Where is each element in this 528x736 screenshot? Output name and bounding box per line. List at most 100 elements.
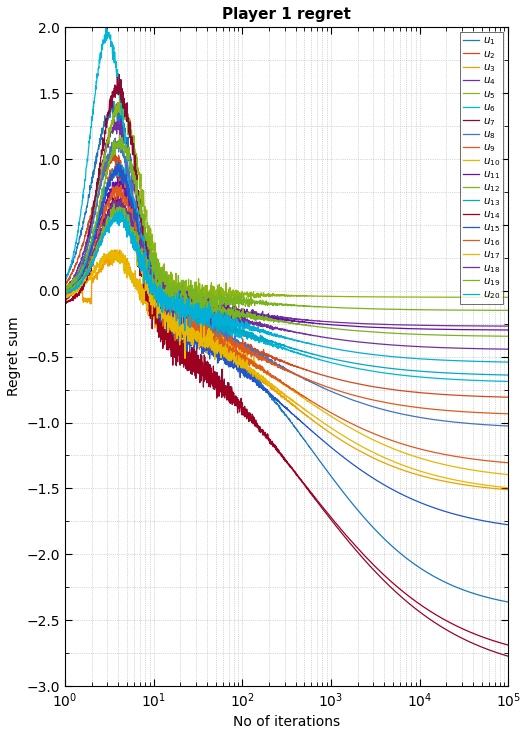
$u_{12}$	[505, 306, 512, 315]
$u_{15}$	[493, 518, 499, 527]
$u_{10}$	[505, 470, 512, 479]
$u_{19}$	[111, 199, 117, 208]
$u_{15}$	[116, 158, 122, 167]
Line: $u_{15}$: $u_{15}$	[65, 163, 508, 525]
$u_{1}$	[493, 595, 499, 604]
$u_{2}$	[84, 224, 91, 233]
$u_{7}$	[266, 436, 272, 445]
$u_{3}$	[112, 245, 118, 254]
$u_{5}$	[266, 291, 272, 300]
$u_{10}$	[115, 246, 121, 255]
$u_{13}$	[505, 371, 512, 380]
$u_{17}$	[411, 465, 418, 474]
$u_{16}$	[62, 292, 68, 301]
$u_{3}$	[411, 470, 418, 478]
$u_{4}$	[278, 313, 284, 322]
Line: $u_{4}$: $u_{4}$	[65, 119, 508, 326]
$u_{20}$	[119, 205, 125, 214]
$u_{5}$	[505, 293, 512, 302]
$u_{14}$	[493, 637, 499, 646]
$u_{5}$	[411, 293, 418, 302]
$u_{2}$	[110, 147, 117, 156]
$u_{12}$	[493, 306, 499, 315]
Line: $u_{2}$: $u_{2}$	[65, 152, 508, 397]
$u_{4}$	[266, 311, 272, 320]
$u_{20}$	[493, 358, 499, 367]
$u_{6}$	[62, 277, 68, 286]
$u_{7}$	[62, 294, 68, 303]
$u_{8}$	[112, 134, 118, 143]
Line: $u_{5}$: $u_{5}$	[65, 94, 508, 307]
$u_{17}$	[278, 386, 284, 395]
$u_{14}$	[84, 270, 91, 279]
$u_{2}$	[266, 353, 272, 361]
$u_{13}$	[62, 289, 68, 297]
$u_{7}$	[278, 450, 284, 459]
$u_{3}$	[266, 380, 272, 389]
$u_{13}$	[266, 337, 272, 346]
$u_{11}$	[493, 325, 499, 334]
$u_{14}$	[278, 450, 284, 459]
Line: $u_{6}$: $u_{6}$	[65, 27, 508, 381]
$u_{18}$	[115, 192, 121, 201]
$u_{10}$	[411, 452, 418, 461]
$u_{5}$	[493, 293, 499, 302]
$u_{16}$	[278, 378, 284, 386]
$u_{7}$	[411, 604, 418, 612]
$u_{1}$	[108, 93, 115, 102]
$u_{8}$	[62, 287, 68, 296]
$u_{19}$	[493, 332, 499, 341]
$u_{19}$	[266, 316, 272, 325]
$u_{2}$	[505, 393, 512, 402]
$u_{20}$	[278, 331, 284, 340]
$u_{8}$	[505, 422, 512, 431]
$u_{4}$	[505, 322, 512, 330]
X-axis label: No of iterations: No of iterations	[233, 715, 340, 729]
$u_{19}$	[411, 330, 418, 339]
$u_{20}$	[411, 354, 418, 363]
Line: $u_{19}$: $u_{19}$	[65, 204, 508, 336]
Legend: $u_{1}$, $u_{2}$, $u_{3}$, $u_{4}$, $u_{5}$, $u_{6}$, $u_{7}$, $u_{8}$, $u_{9}$,: $u_{1}$, $u_{2}$, $u_{3}$, $u_{4}$, $u_{…	[460, 32, 503, 305]
$u_{15}$	[62, 291, 68, 300]
Line: $u_{12}$: $u_{12}$	[65, 135, 508, 317]
$u_{4}$	[62, 284, 68, 293]
$u_{9}$	[62, 288, 68, 297]
Line: $u_{13}$: $u_{13}$	[65, 162, 508, 375]
$u_{5}$	[493, 293, 499, 302]
$u_{6}$	[411, 372, 418, 381]
$u_{8}$	[493, 421, 499, 430]
$u_{10}$	[266, 369, 272, 378]
$u_{6}$	[493, 377, 499, 386]
$u_{15}$	[278, 399, 284, 408]
$u_{19}$	[493, 332, 499, 341]
$u_{9}$	[493, 409, 499, 418]
Line: $u_{11}$: $u_{11}$	[65, 177, 508, 330]
$u_{16}$	[493, 457, 499, 466]
$u_{5}$	[84, 241, 91, 250]
$u_{5}$	[117, 90, 123, 99]
$u_{2}$	[278, 355, 284, 364]
$u_{18}$	[493, 344, 499, 353]
$u_{1}$	[84, 199, 91, 208]
$u_{15}$	[411, 496, 418, 505]
$u_{8}$	[84, 239, 91, 248]
Line: $u_{17}$: $u_{17}$	[65, 203, 508, 488]
$u_{4}$	[111, 115, 118, 124]
$u_{13}$	[411, 367, 418, 375]
Line: $u_{1}$: $u_{1}$	[65, 97, 508, 602]
$u_{14}$	[115, 190, 121, 199]
$u_{14}$	[505, 641, 512, 650]
$u_{5}$	[62, 283, 68, 292]
Line: $u_{8}$: $u_{8}$	[65, 138, 508, 426]
$u_{18}$	[411, 342, 418, 351]
$u_{10}$	[493, 469, 499, 478]
$u_{7}$	[493, 648, 499, 657]
$u_{2}$	[62, 280, 68, 289]
$u_{1}$	[62, 274, 68, 283]
$u_{10}$	[62, 291, 68, 300]
$u_{2}$	[493, 392, 499, 401]
$u_{16}$	[505, 459, 512, 467]
$u_{18}$	[493, 344, 499, 353]
$u_{18}$	[266, 323, 272, 332]
$u_{19}$	[278, 317, 284, 326]
